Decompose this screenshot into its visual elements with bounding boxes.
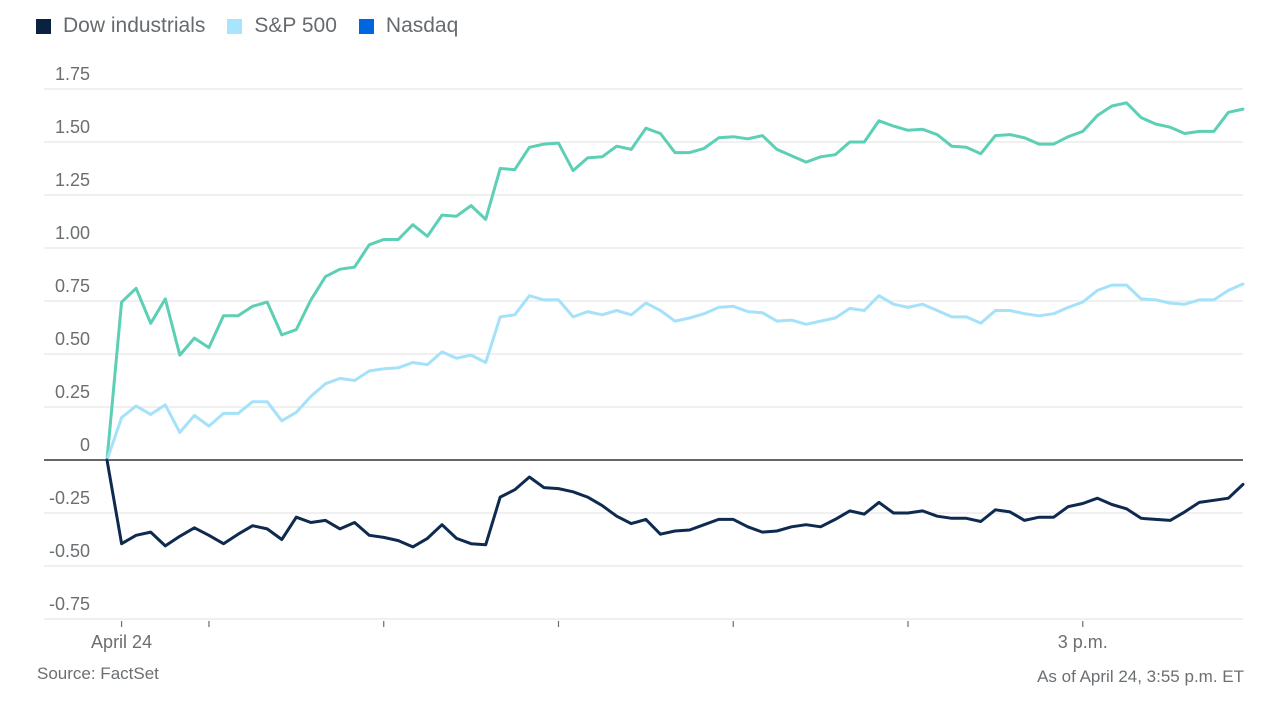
y-tick-label: 0.50 [55,329,90,349]
as-of-note: As of April 24, 3:55 p.m. ET [1037,667,1244,686]
y-tick-label: 0.25 [55,382,90,402]
legend-item-sp500: S&P 500 [227,14,337,38]
x-tick-label: 3 p.m. [1058,632,1108,652]
legend-label-sp500: S&P 500 [254,14,337,37]
legend-item-nasdaq: Nasdaq [358,14,459,38]
series-line-nasdaq [105,101,1245,462]
legend-swatch-nasdaq [358,18,374,34]
legend: Dow industrials S&P 500 Nasdaq [36,14,480,38]
y-tick-label: -0.75 [49,594,90,614]
y-axis-labels: 1.75 1.50 1.25 1.00 0.75 0.50 0.25 0 -0.25 -0.50 -… [49,64,90,614]
x-tick-label: April 24 [91,632,152,652]
y-tick-label: 1.25 [55,170,90,190]
legend-swatch-dow [36,18,51,34]
y-tick-label: 1.50 [55,117,90,137]
legend-label-nasdaq: Nasdaq [385,14,459,37]
legend-swatch-sp500 [227,18,243,34]
series-line-s-p-500 [105,282,1245,462]
y-tick-label: -0.25 [49,488,90,508]
y-tick-label: 0 [80,435,90,455]
x-axis: April 24 3 p.m. [91,621,1108,652]
series-line-dow-industrials [105,458,1245,549]
source-note: Source: FactSet [37,664,159,683]
y-tick-label: 1.75 [55,64,90,84]
gridlines [44,88,1243,620]
legend-item-dow: Dow industrials [36,14,205,38]
y-tick-label: 0.75 [55,276,90,296]
y-tick-label: 1.00 [55,223,90,243]
series-lines [105,101,1245,549]
y-tick-label: -0.50 [49,541,90,561]
legend-label-dow: Dow industrials [63,14,206,37]
